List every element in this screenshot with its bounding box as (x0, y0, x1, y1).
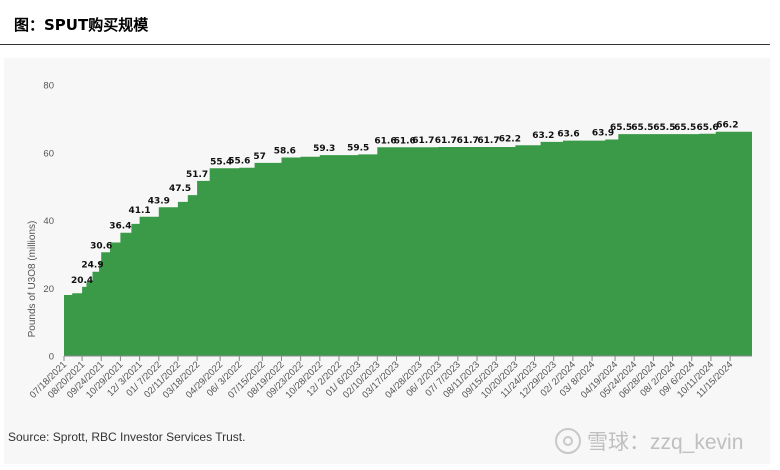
data-label: 62.2 (499, 134, 521, 144)
chart-panel: 0 20 40 60 80 07/18/2021 08/20/2021 09/24/2021… (4, 58, 770, 464)
y-tick-label: 20 (43, 284, 54, 295)
data-label: 47.5 (169, 184, 191, 194)
data-label: 65.5 (610, 123, 632, 133)
title-divider (0, 44, 770, 45)
data-label: 30.6 (90, 241, 112, 251)
data-label: 24.9 (81, 261, 103, 271)
data-label: 61.7 (457, 136, 479, 146)
data-label: 61.7 (435, 136, 457, 146)
data-label: 61.7 (412, 136, 434, 146)
area-series-holdings (64, 131, 752, 356)
watermark-text: 雪球：zzq_kevin (587, 431, 744, 454)
data-label: 61.6 (394, 136, 416, 146)
data-label: 51.7 (186, 170, 208, 180)
data-label: 65.6 (696, 123, 718, 133)
area-layer (64, 131, 752, 356)
data-label: 59.3 (313, 144, 335, 154)
y-axis: 0 20 40 60 80 (43, 81, 54, 363)
watermark: 雪球：zzq_kevin (555, 426, 743, 456)
snowball-logo-icon (555, 428, 581, 454)
data-label: 20.4 (71, 276, 93, 286)
data-label: 61.7 (477, 136, 499, 146)
data-label: 57 (253, 152, 266, 162)
data-label: 63.9 (592, 129, 614, 139)
y-axis-title: Pounds of U3O8 (millions) (27, 221, 38, 338)
data-label: 43.9 (148, 196, 170, 206)
data-labels: 20.4 24.9 30.6 36.4 41.143.9 47.5 51.755.455.6… (71, 121, 739, 286)
data-label: 58.6 (274, 147, 296, 157)
y-tick-label: 80 (43, 81, 54, 92)
data-label: 65.5 (631, 123, 653, 133)
y-tick-label: 0 (49, 352, 54, 363)
y-tick-label: 40 (43, 216, 54, 227)
data-label: 55.4 (210, 157, 232, 167)
data-label: 55.6 (228, 157, 250, 167)
data-label: 63.6 (557, 130, 579, 140)
data-label: 41.1 (128, 206, 150, 216)
x-axis: 07/18/202108/20/202109/24/202110/29/2021… (28, 355, 752, 401)
uranium-holdings-chart: 0 20 40 60 80 07/18/202108/20/202109/24/2021… (27, 81, 752, 401)
figure-title: 图：SPUT购买规模 (14, 16, 149, 34)
data-label: 65.5 (674, 123, 696, 133)
data-label: 61.6 (374, 136, 396, 146)
source-note: Source: Sprott, RBC Investor Services Tr… (8, 430, 246, 444)
data-label: 36.4 (109, 222, 131, 232)
y-tick-label: 60 (43, 148, 54, 159)
data-label: 63.2 (532, 131, 554, 141)
data-label: 59.5 (347, 143, 369, 153)
data-label: 66.2 (716, 121, 738, 131)
data-label: 65.5 (653, 123, 675, 133)
